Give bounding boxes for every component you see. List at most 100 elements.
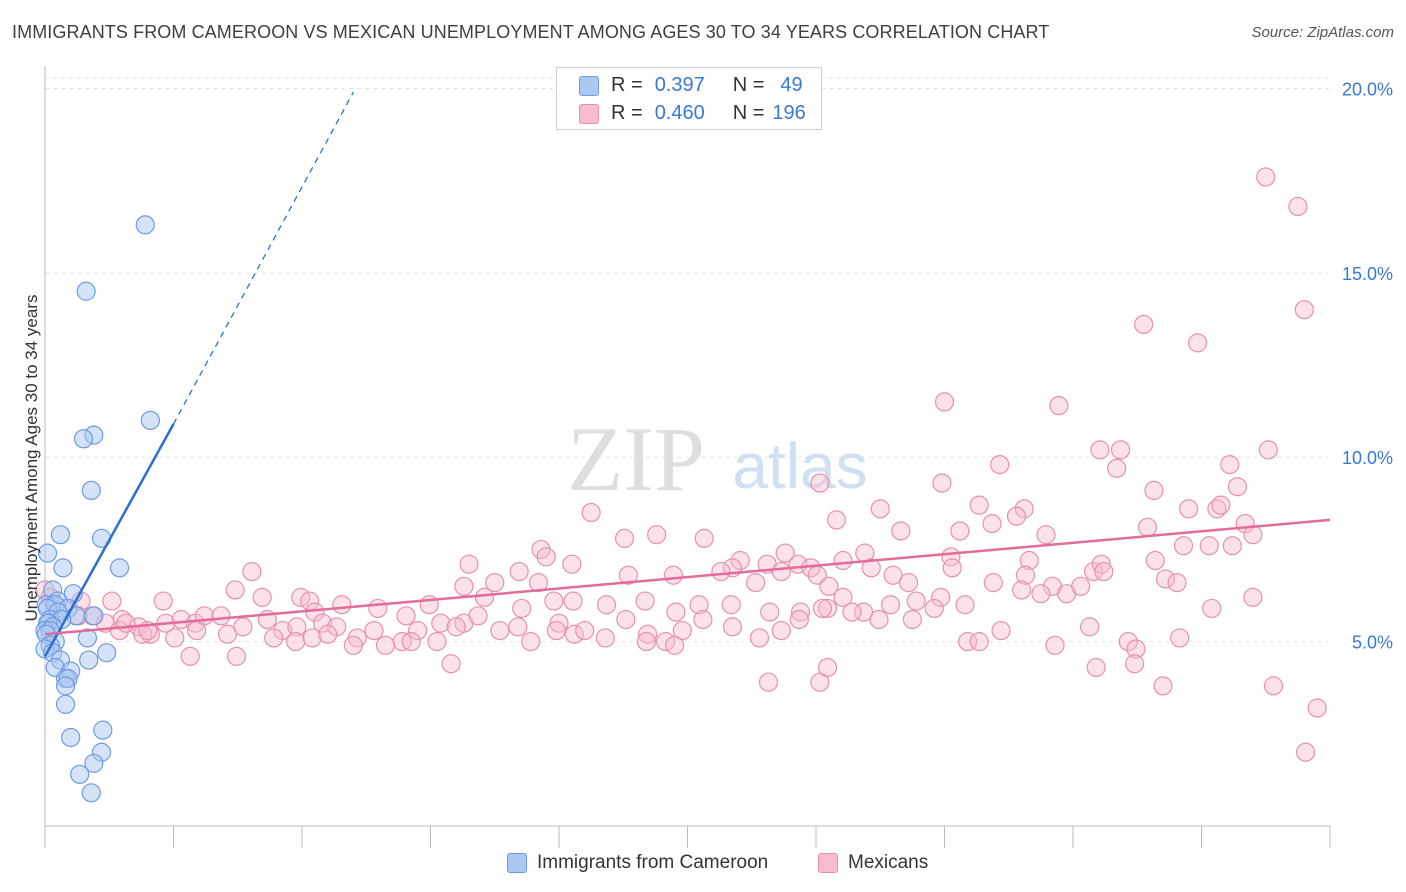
mexicans-point — [861, 558, 881, 578]
legend-n-value-mexicans: 196 — [772, 102, 806, 124]
y-tick-label: 20.0% — [1342, 79, 1393, 99]
mexicans-point — [722, 617, 743, 637]
mexicans-point — [931, 587, 951, 607]
mexicans-point — [694, 528, 714, 548]
mexicans-point — [1036, 525, 1056, 545]
mexicans-point — [746, 573, 766, 593]
mexicans-point — [285, 632, 306, 652]
mexicans-point — [264, 628, 284, 648]
legend-r-value-cameroon: 0.397 — [654, 74, 705, 96]
mexicans-point — [1145, 550, 1165, 571]
mexicans-point — [401, 632, 421, 652]
correlation-legend: R = 0.397 N = 49 R = 0.460 N = 196 — [556, 67, 822, 130]
mexicans-point — [817, 598, 838, 619]
mexicans-point — [595, 628, 615, 648]
mexicans-point — [1086, 657, 1106, 678]
mexicans-point — [1227, 477, 1248, 497]
y-tick-label: 5.0% — [1352, 633, 1393, 653]
mexicans-point — [790, 602, 811, 622]
mexicans-point — [711, 561, 731, 582]
axes — [44, 66, 1331, 848]
mexicans-point — [934, 392, 955, 412]
tick-labels: 5.0%10.0%15.0%20.0%0.0%100.0% — [1342, 79, 1393, 653]
mexicans-point — [368, 598, 388, 619]
mexicans-point — [833, 550, 853, 571]
mexicans-point — [647, 525, 667, 545]
legend-item-mexicans: Mexicans — [818, 852, 928, 874]
legend-row-cameroon: R = 0.397 N = 49 — [579, 74, 803, 97]
cameroon-point — [76, 281, 96, 301]
mexicans-point — [1110, 440, 1131, 460]
mexicans-point — [689, 595, 709, 615]
mexicans-point — [364, 620, 384, 641]
mexicans-point — [226, 646, 247, 666]
mexicans-point — [490, 620, 510, 641]
cameroon-point — [77, 628, 98, 648]
mexicans-point — [819, 576, 839, 596]
legend-label-mexicans: Mexicans — [848, 852, 929, 873]
mexicans-point — [730, 550, 750, 571]
mexicans-point — [990, 454, 1010, 475]
mexicans-point — [287, 617, 307, 637]
mexicans-point — [1125, 654, 1145, 674]
scatter-plot: ZIP atlas 5.0%10.0%15.0%20.0%0.0%100.0% … — [22, 66, 1393, 848]
cameroon-point — [81, 783, 101, 803]
legend-r-label: R = — [611, 102, 643, 124]
mexicans-point — [1019, 550, 1039, 571]
mexicans-point — [596, 595, 617, 615]
y-tick-label: 10.0% — [1342, 448, 1393, 468]
mexicans-point — [880, 595, 901, 615]
legend-row-mexicans: R = 0.460 N = 196 — [579, 102, 806, 125]
legend-swatch-cameroon — [507, 853, 527, 873]
mexicans-point — [153, 591, 173, 611]
y-axis-label: Unemployment Among Ages 30 to 34 years — [22, 295, 41, 622]
mexicans-point — [958, 632, 978, 652]
mexicans-point — [665, 635, 685, 655]
mexicans-point — [1167, 573, 1187, 593]
legend-swatch-cameroon — [579, 75, 599, 96]
watermark-atlas: atlas — [732, 430, 867, 502]
mexicans-point — [332, 595, 352, 615]
legend-n-value-cameroon: 49 — [780, 74, 803, 96]
mexicans-point — [991, 620, 1011, 641]
mexicans-point — [906, 591, 926, 611]
mexicans-point — [775, 543, 795, 563]
mexicans-point — [883, 565, 903, 585]
mexicans-point — [318, 624, 338, 644]
mexicans-point — [116, 613, 136, 633]
mexicans-point — [693, 609, 713, 630]
mexicans-point — [1294, 300, 1314, 320]
cameroon-point — [135, 215, 155, 235]
mexicans-point — [1083, 561, 1104, 582]
mexicans-point — [225, 580, 245, 600]
cameroon-point — [55, 676, 76, 696]
mexicans-point — [549, 613, 569, 633]
mexicans-point — [546, 620, 567, 641]
mexicans-point — [721, 595, 741, 615]
cameroon-point — [84, 753, 104, 773]
mexicans-point — [1045, 635, 1065, 655]
mexicans-point — [1094, 561, 1114, 582]
mexicans-point — [468, 606, 488, 626]
mexicans-point — [924, 598, 944, 619]
mexicans-point — [853, 602, 874, 622]
mexicans-point — [932, 473, 952, 493]
mexicans-point — [1153, 676, 1173, 696]
mexicans-point — [454, 576, 474, 596]
mexicans-point — [898, 573, 919, 593]
cameroon-point — [81, 480, 101, 501]
mexicans-point — [180, 646, 200, 666]
mexicans-point — [1295, 742, 1316, 762]
mexicans-point — [1137, 517, 1158, 537]
mexicans-point — [618, 565, 638, 585]
mexicans-point — [1258, 440, 1278, 460]
mexicans-point — [666, 602, 686, 622]
legend-n-label: N = — [732, 102, 765, 124]
mexicans-point — [252, 587, 272, 607]
legend-item-cameroon: Immigrants from Cameroon — [507, 852, 768, 874]
mexicans-point — [1173, 536, 1194, 556]
mexicans-point — [512, 598, 532, 619]
legend-swatch-mexicans — [579, 103, 599, 124]
cameroon-point — [55, 694, 76, 714]
mexicans-point — [1170, 628, 1190, 648]
